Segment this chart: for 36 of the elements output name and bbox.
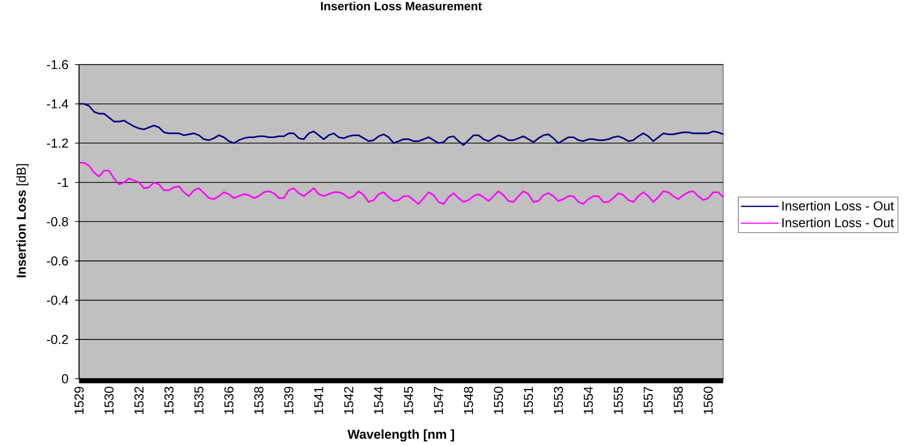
- x-tick-label: 1558: [674, 386, 683, 414]
- x-tick-label: 1551: [524, 386, 533, 414]
- chart-title: Insertion Loss Measurement: [321, 1, 482, 10]
- y-tick-label: -1.6: [46, 60, 68, 70]
- x-tick-label: 1533: [164, 386, 174, 414]
- x-tick-label: 1550: [494, 386, 504, 414]
- x-tick-label: 1539: [284, 386, 294, 414]
- x-tick-label: 1553: [554, 386, 563, 414]
- x-tick-label: 1548: [464, 386, 474, 414]
- y-tick-label: -0.4: [46, 295, 68, 305]
- x-tick-label: 1536: [224, 386, 234, 414]
- x-tick-label: 1538: [254, 386, 264, 414]
- x-tick-label: 1560: [704, 386, 713, 414]
- x-tick-label: 1544: [374, 386, 384, 414]
- x-tick-label: 1532: [134, 386, 144, 414]
- legend-label: Insertion Loss - Out: [782, 200, 894, 210]
- x-axis-title: Wavelength [nm ]: [348, 429, 454, 442]
- y-tick-label: -0.2: [46, 334, 68, 344]
- x-tick-label: 1529: [74, 386, 84, 414]
- x-tick-label: 1541: [314, 386, 324, 414]
- y-tick-label: 0: [62, 374, 68, 384]
- x-tick-label: 1545: [404, 386, 414, 414]
- x-tick-label: 1535: [194, 386, 204, 414]
- x-tick-label: 1530: [104, 386, 114, 414]
- y-tick-label: -0.6: [46, 256, 68, 266]
- y-tick-label: -1: [58, 178, 68, 187]
- x-tick-label: 1557: [644, 386, 653, 414]
- y-tick-label: -1.2: [46, 138, 68, 148]
- x-tick-label: 1542: [344, 386, 354, 414]
- x-tick-label: 1555: [614, 386, 623, 414]
- y-tick-label: -0.8: [46, 216, 68, 226]
- x-tick-label: 1554: [584, 386, 593, 414]
- legend-label: Insertion Loss - Out: [782, 218, 894, 228]
- x-tick-label: 1547: [434, 386, 444, 414]
- y-tick-label: -1.4: [46, 99, 68, 108]
- y-axis-title: Insertion Loss [dB]: [16, 164, 28, 278]
